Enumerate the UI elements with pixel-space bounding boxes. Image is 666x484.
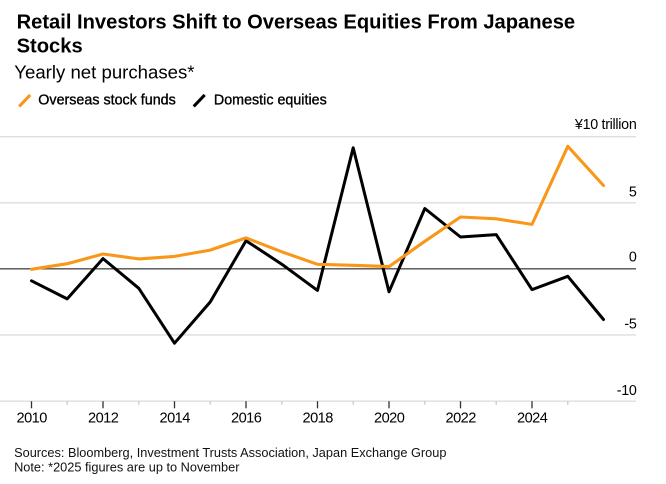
svg-text:2012: 2012 <box>88 410 119 426</box>
svg-text:Overseas stock funds: Overseas stock funds <box>38 92 175 108</box>
svg-text:Stocks: Stocks <box>17 35 83 57</box>
svg-text:2018: 2018 <box>302 410 333 426</box>
svg-text:¥10 trillion: ¥10 trillion <box>574 117 637 133</box>
svg-text:0: 0 <box>629 249 637 265</box>
svg-text:-5: -5 <box>624 316 636 332</box>
svg-text:2022: 2022 <box>445 410 476 426</box>
svg-text:2014: 2014 <box>159 410 190 426</box>
svg-text:Yearly net purchases*: Yearly net purchases* <box>14 61 194 82</box>
svg-text:5: 5 <box>629 185 637 201</box>
svg-text:2016: 2016 <box>231 410 262 426</box>
svg-text:Note: *2025 figures are up to: Note: *2025 figures are up to November <box>14 459 240 474</box>
svg-text:2020: 2020 <box>374 410 405 426</box>
svg-text:Retail Investors Shift to Over: Retail Investors Shift to Overseas Equit… <box>17 12 576 34</box>
svg-text:-10: -10 <box>617 383 637 399</box>
svg-text:2010: 2010 <box>16 410 47 426</box>
svg-text:Domestic equities: Domestic equities <box>214 92 327 108</box>
svg-text:Sources: Bloomberg, Investment: Sources: Bloomberg, Investment Trusts As… <box>14 445 446 460</box>
svg-text:2024: 2024 <box>517 410 548 426</box>
